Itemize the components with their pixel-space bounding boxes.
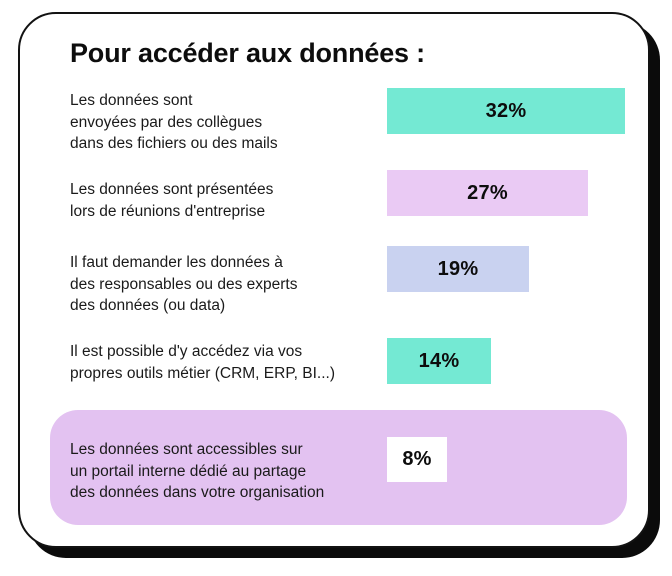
label-line: Les données sont (70, 92, 193, 109)
label-line: Les données sont accessibles sur (70, 441, 303, 458)
bar-label-4: Il est possible d'y accédez via vos prop… (70, 341, 380, 384)
bar-percent-label: 27% (467, 181, 508, 204)
bar-value-8: 8% (387, 437, 447, 482)
label-line: envoyées par des collègues (70, 113, 263, 131)
bar-label-2: Les données sont présentées lors de réun… (70, 179, 380, 222)
bar-value-14: 14% (387, 338, 491, 384)
bar-percent-label: 19% (437, 257, 479, 280)
chart-card: Pour accéder aux données : Les données s… (18, 12, 650, 548)
label-line: des données (ou data) (70, 297, 226, 314)
label-line: Il faut demander les données à (70, 254, 283, 271)
label-line: des responsables ou des experts (70, 275, 298, 293)
label-line: Il est possible d'y accédez via vos (70, 343, 303, 360)
bar-value-32: 32% (387, 88, 625, 134)
bar-label-3: Il faut demander les données à des respo… (70, 252, 380, 317)
chart-title: Pour accéder aux données : (70, 38, 425, 68)
bar-percent-label: 8% (402, 448, 432, 470)
bar-value-19: 19% (387, 246, 529, 292)
bar-label-1: Les données sont envoyées par des collèg… (70, 90, 380, 155)
label-line: lors de réunions d'entreprise (70, 202, 266, 220)
bar-value-27: 27% (387, 170, 588, 216)
label-line: dans des fichiers ou des mails (70, 135, 278, 152)
label-line: Les données sont présentées (70, 181, 274, 198)
label-line: un portail interne dédié au partage (70, 462, 307, 480)
highlight-panel (50, 410, 627, 525)
bar-percent-label: 32% (485, 99, 527, 122)
bar-percent-label: 14% (418, 349, 460, 372)
label-line: des données dans votre organisation (70, 484, 325, 501)
label-line: propres outils métier (CRM, ERP, BI...) (70, 364, 336, 382)
bar-label-5: Les données sont accessibles sur un port… (70, 439, 380, 504)
